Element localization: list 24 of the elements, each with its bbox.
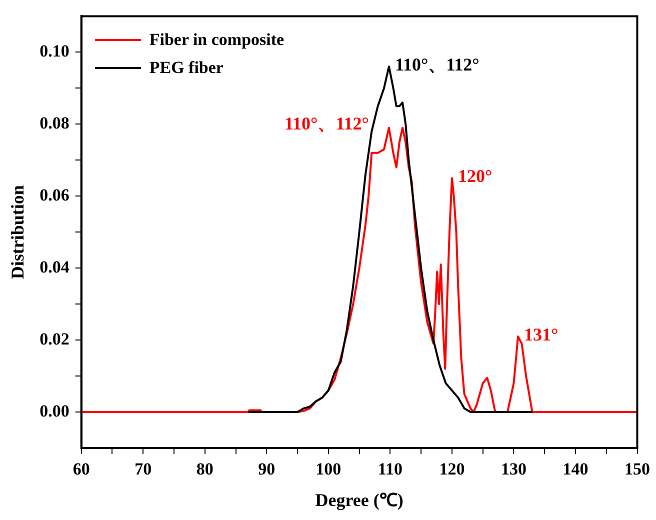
x-axis-title: Degree (℃)	[315, 490, 404, 510]
y-tick-label: 0.04	[40, 257, 70, 276]
x-tick-label: 80	[196, 460, 214, 479]
y-tick-label: 0.10	[40, 42, 70, 61]
x-tick-label: 60	[72, 460, 90, 479]
y-tick-label: 0.00	[40, 401, 70, 420]
x-tick-label: 90	[258, 460, 276, 479]
y-tick-label: 0.06	[40, 186, 70, 205]
x-tick-label: 100	[316, 460, 342, 479]
x-tick-label: 120	[439, 460, 465, 479]
annotation: 110°、112°	[284, 114, 369, 134]
legend-label: Fiber in composite	[149, 30, 284, 50]
annotation: 110°、112°	[394, 54, 480, 75]
x-tick-label: 150	[624, 460, 650, 479]
annotation: 120°	[458, 166, 492, 186]
x-tick-label: 130	[500, 460, 526, 479]
x-tick-label: 110	[378, 460, 402, 479]
legend-label: PEG fiber	[149, 58, 224, 78]
y-axis-title: Distribution	[7, 185, 28, 280]
annotation: 131°	[524, 324, 558, 344]
y-tick-label: 0.08	[40, 114, 70, 133]
y-tick-label: 0.02	[40, 329, 70, 348]
x-tick-label: 70	[134, 460, 152, 479]
x-tick-label: 140	[562, 460, 588, 479]
